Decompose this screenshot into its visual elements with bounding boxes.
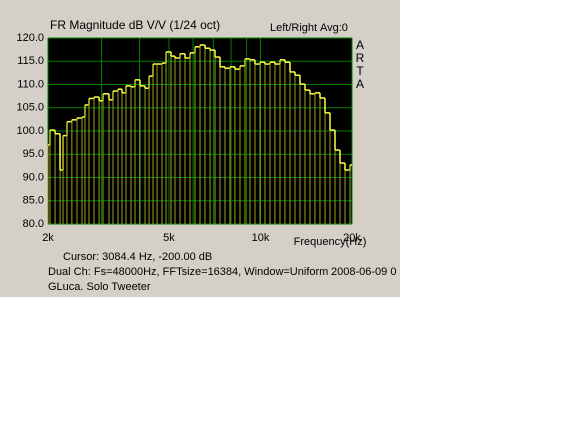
x-axis-label: Frequency(Hz) bbox=[294, 236, 367, 248]
date-text: 2008-06-09 0 bbox=[331, 266, 396, 278]
y-tick-label: 95.0 bbox=[23, 148, 44, 160]
y-tick-label: 105.0 bbox=[16, 102, 44, 114]
logo-letter: R bbox=[356, 51, 365, 65]
average-label: Avg:0 bbox=[320, 22, 348, 34]
plot-group bbox=[47, 37, 353, 225]
x-tick-label: 20k bbox=[343, 232, 361, 244]
x-tick-label: 5k bbox=[163, 232, 175, 244]
y-tick-label: 100.0 bbox=[16, 125, 44, 137]
info-text: Dual Ch: Fs=48000Hz, FFTsize=16384, Wind… bbox=[48, 266, 328, 278]
y-tick-label: 120.0 bbox=[16, 32, 44, 44]
channel-label: Left/Right bbox=[270, 22, 317, 34]
y-tick-label: 90.0 bbox=[23, 171, 44, 183]
logo-letter: A bbox=[356, 77, 364, 91]
y-tick-label: 85.0 bbox=[23, 195, 44, 207]
y-tick-label: 110.0 bbox=[17, 78, 44, 90]
logo-letter: T bbox=[356, 64, 364, 78]
note-text: GLuca. Solo Tweeter bbox=[48, 281, 151, 293]
x-tick-label: 10k bbox=[252, 232, 270, 244]
y-tick-label: 115.0 bbox=[17, 55, 44, 67]
logo-letter: A bbox=[356, 38, 364, 52]
chart-title: FR Magnitude dB V/V (1/24 oct) bbox=[50, 18, 220, 32]
x-tick-label: 2k bbox=[42, 232, 54, 244]
y-tick-label: 80.0 bbox=[23, 218, 44, 230]
cursor-text: Cursor: 3084.4 Hz, -200.00 dB bbox=[63, 251, 212, 263]
